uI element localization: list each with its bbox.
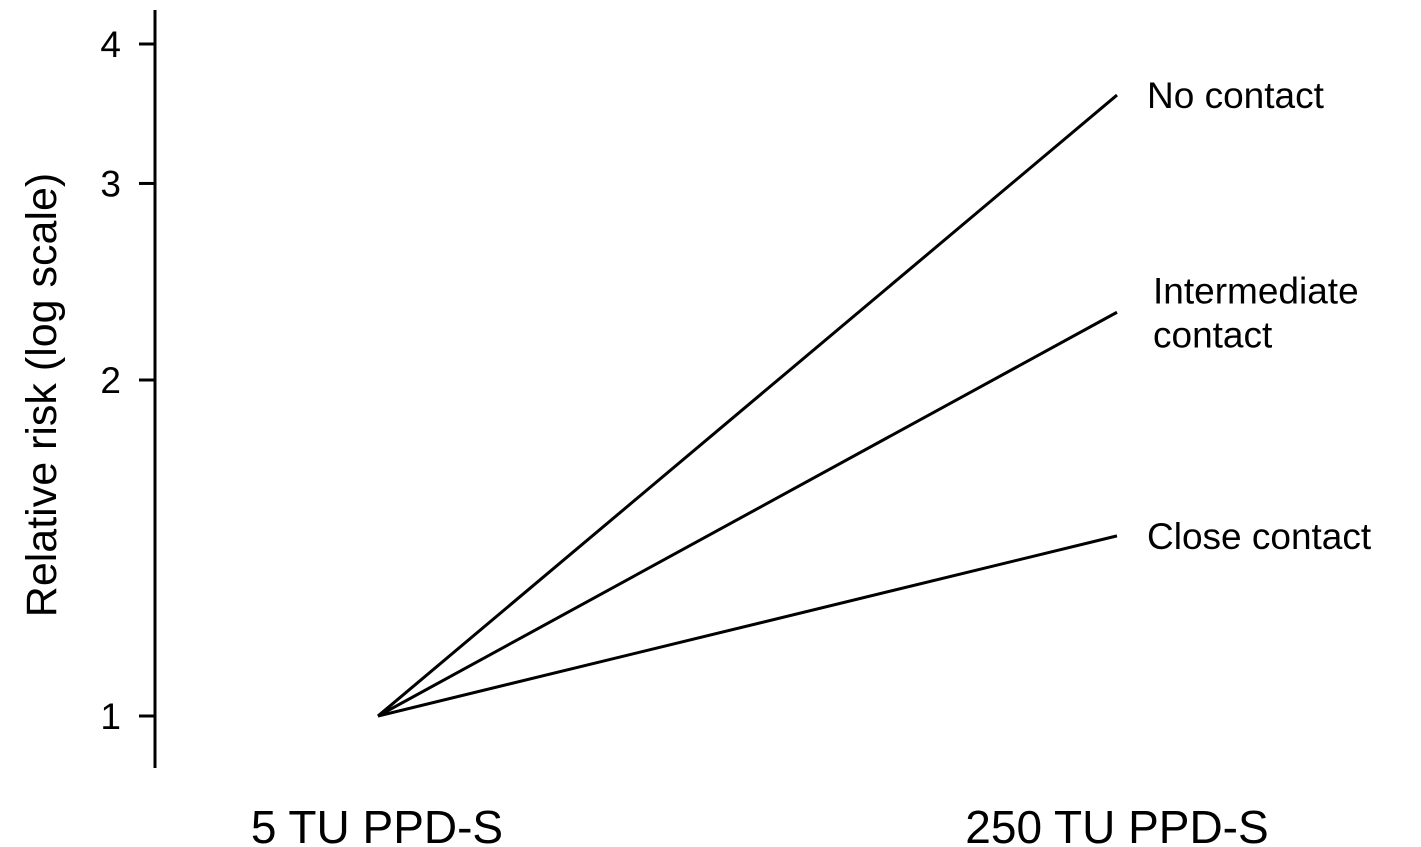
series-line — [377, 93, 1118, 718]
y-tick-label: 2 — [100, 360, 121, 401]
y-axis-title: Relative risk (log scale) — [18, 173, 66, 617]
series-line — [377, 310, 1118, 718]
series-labels: No contact Intermediate contact Close conta… — [1147, 75, 1372, 557]
series-label: Close contact — [1147, 516, 1372, 557]
y-tick-label: 3 — [100, 163, 121, 204]
x-category-label: 250 TU PPD-S — [965, 801, 1268, 847]
series-label: No contact — [1147, 75, 1325, 116]
series-line — [377, 534, 1118, 718]
x-category-label: 5 TU PPD-S — [251, 801, 503, 847]
y-ticks: 1 2 3 4 — [100, 24, 155, 737]
series-lines — [377, 93, 1118, 718]
series-label: Intermediate contact — [1153, 270, 1359, 355]
y-tick-label: 4 — [100, 24, 121, 65]
x-category-labels: 5 TU PPD-S 250 TU PPD-S — [251, 801, 1269, 847]
y-tick-label: 1 — [100, 696, 121, 737]
